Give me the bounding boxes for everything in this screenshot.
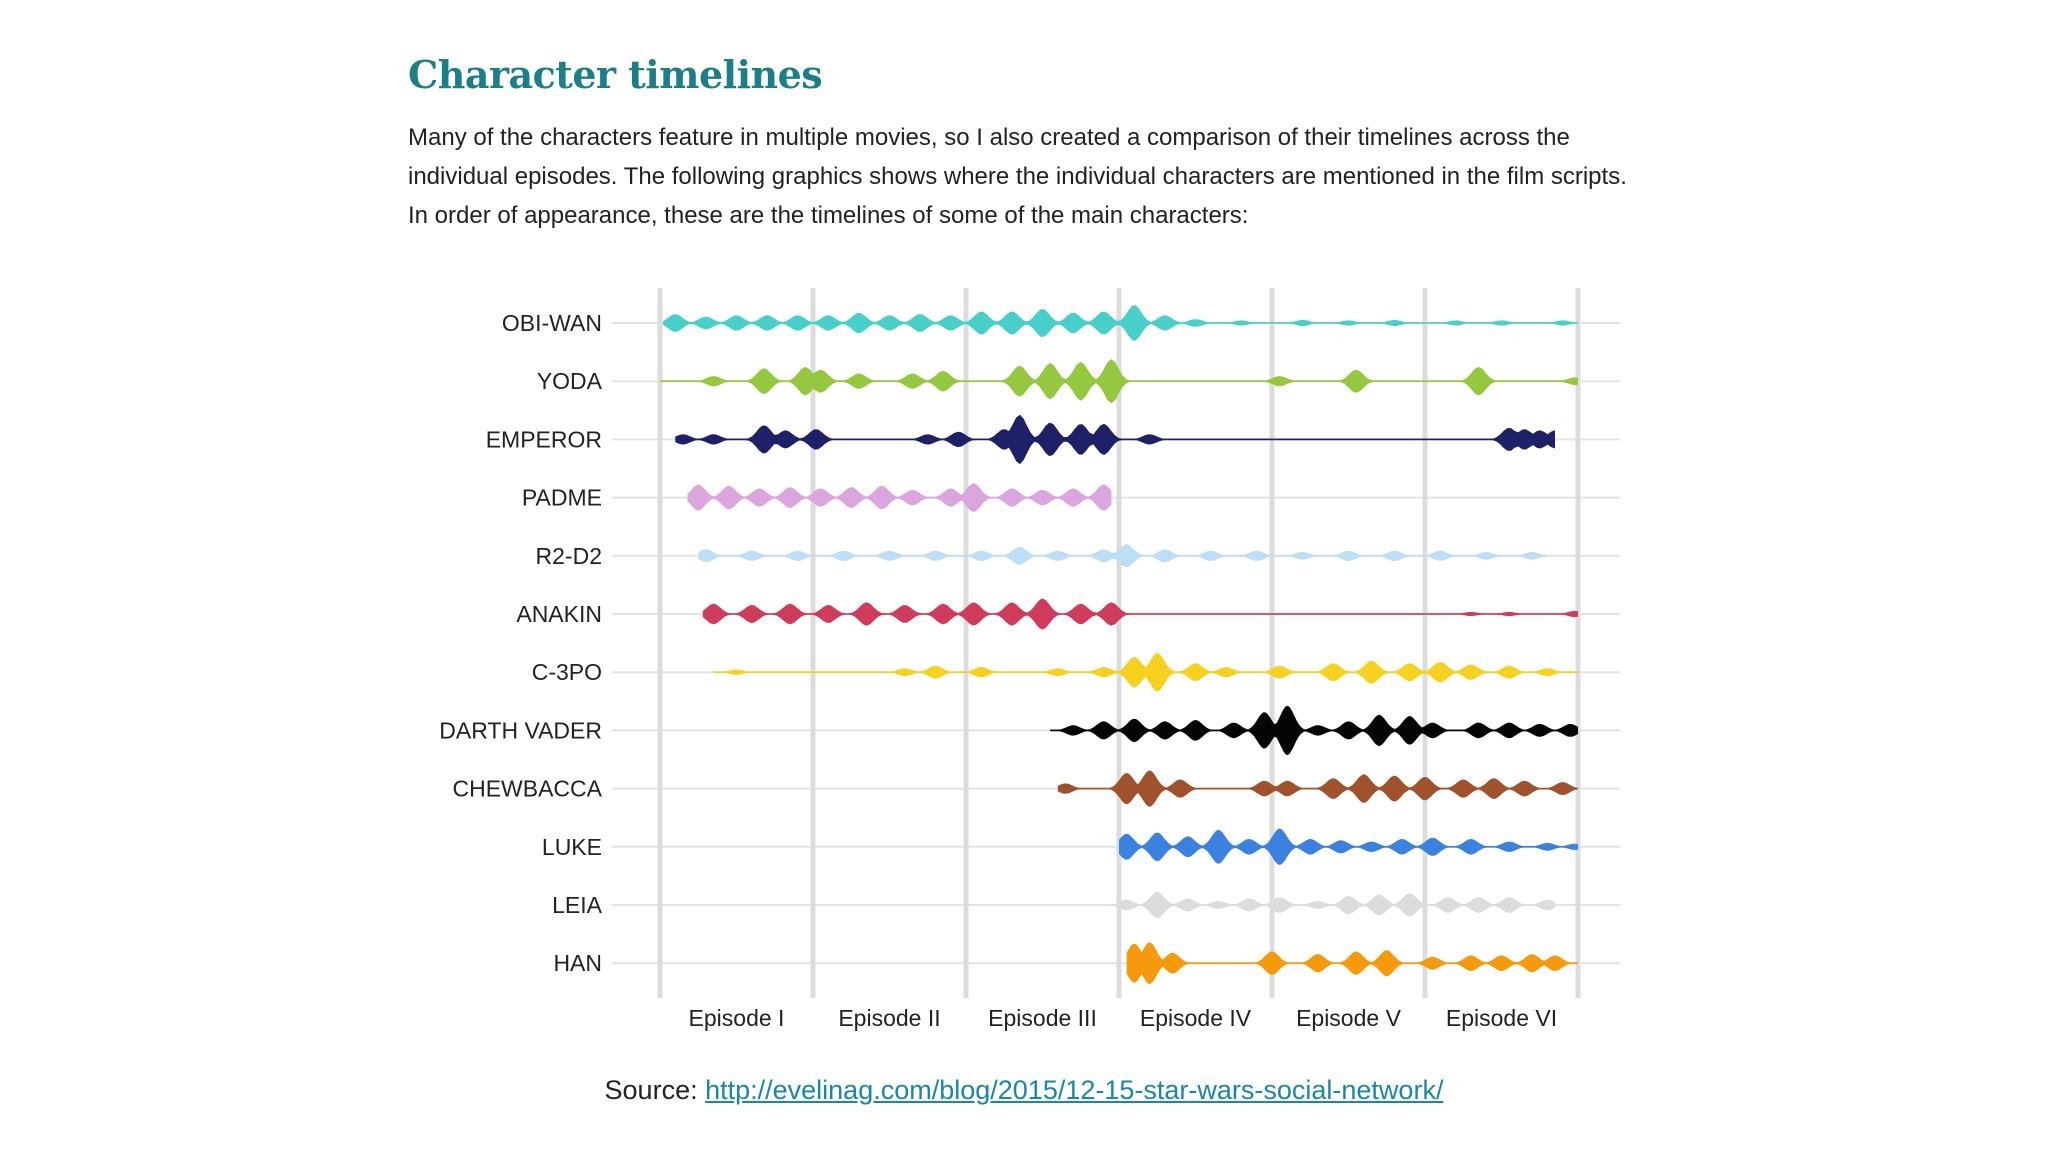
character-timeline-shape [713, 652, 1578, 692]
character-label: LEIA [552, 892, 603, 918]
character-timeline-shape [1111, 892, 1555, 918]
character-label: YODA [537, 368, 603, 394]
episode-tick-label: Episode II [838, 1005, 940, 1031]
episode-tick-label: Episode III [988, 1005, 1097, 1031]
source-link[interactable]: http://evelinag.com/blog/2015/12-15-star… [705, 1075, 1444, 1105]
source-prefix: Source: [604, 1075, 706, 1105]
character-timeline-shape [698, 544, 1548, 568]
character-label: CHEWBACCA [452, 776, 602, 802]
character-label: EMPEROR [486, 426, 602, 452]
section-heading: Character timelines [408, 52, 823, 97]
intro-line: In order of appearance, these are the ti… [408, 202, 1249, 229]
character-label: HAN [553, 950, 602, 976]
character-timeline-shape [1126, 942, 1578, 984]
episode-tick-label: Episode I [689, 1005, 785, 1031]
character-label: C-3PO [532, 659, 602, 685]
episode-tick-label: Episode V [1296, 1005, 1402, 1031]
source-line: Source: http://evelinag.com/blog/2015/12… [0, 1075, 2048, 1106]
character-timeline-shape [1050, 705, 1578, 756]
character-label: ANAKIN [516, 601, 602, 627]
character-timeline-shape [663, 305, 1578, 341]
character-timeline-shape [675, 414, 1555, 465]
character-timeline-shape [1057, 770, 1578, 807]
character-label: R2-D2 [536, 543, 602, 569]
character-label: DARTH VADER [439, 717, 602, 743]
character-label: PADME [522, 485, 602, 511]
character-timeline-shape [1119, 828, 1578, 865]
character-timeline-shape [660, 359, 1578, 404]
character-timeline-chart: OBI-WAN YODA EMPEROR PADME R2-D2 ANAKIN C-3PO D… [439, 288, 1620, 1031]
character-label: LUKE [542, 834, 602, 860]
episode-tick-label: Episode VI [1446, 1005, 1557, 1031]
character-timeline-shape [702, 598, 1578, 630]
intro-line: individual episodes. The following graph… [408, 163, 1627, 190]
episode-tick-label: Episode IV [1140, 1005, 1252, 1031]
character-timeline-shape [687, 483, 1112, 512]
intro-line: Many of the characters feature in multip… [408, 124, 1570, 151]
character-label: OBI-WAN [502, 310, 602, 336]
intro-paragraph: Many of the characters feature in multip… [408, 118, 1698, 235]
